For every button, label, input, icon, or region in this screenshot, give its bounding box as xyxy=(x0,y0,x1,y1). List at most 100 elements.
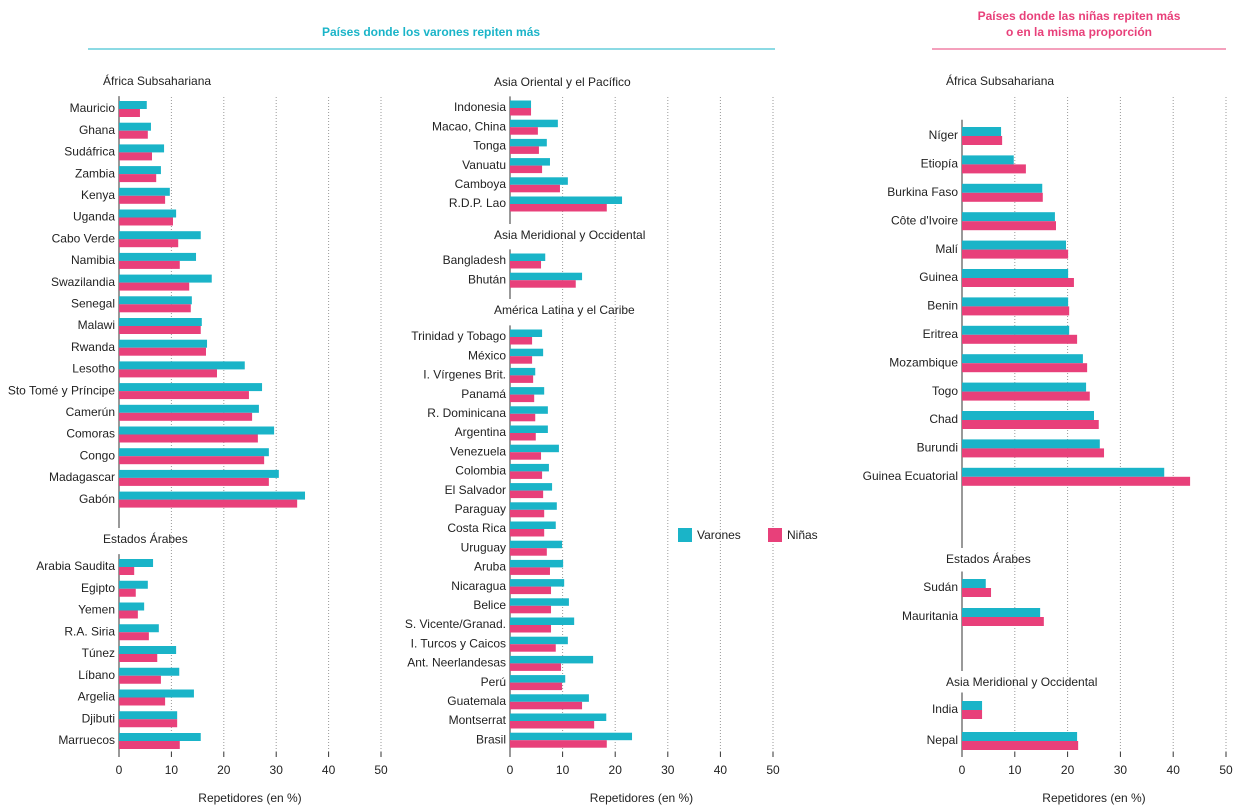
bar xyxy=(510,586,552,595)
bar xyxy=(119,689,194,698)
category-label: Congo xyxy=(80,448,116,462)
bar xyxy=(119,231,201,240)
bar xyxy=(510,529,545,537)
category-label: Namibia xyxy=(71,253,115,267)
category-label: Bhután xyxy=(468,272,506,286)
bar xyxy=(510,701,583,710)
bar xyxy=(510,261,542,269)
legend-swatch xyxy=(678,528,692,542)
bar xyxy=(119,252,197,261)
category-label: Nicaragua xyxy=(451,579,506,593)
bar xyxy=(119,369,217,378)
bar xyxy=(510,444,559,453)
bar xyxy=(119,654,158,662)
bar xyxy=(962,608,1041,617)
x-tick-label: 40 xyxy=(1167,763,1181,777)
x-axis-label: Repetidores (en %) xyxy=(590,791,693,805)
bar xyxy=(510,253,546,261)
group-label: Estados Árabes xyxy=(103,531,188,546)
bar xyxy=(510,682,563,691)
x-tick-label: 20 xyxy=(1061,763,1075,777)
category-label: El Salvador xyxy=(445,483,506,497)
x-tick-label: 20 xyxy=(217,763,231,777)
bar xyxy=(119,646,177,654)
x-tick-label: 40 xyxy=(714,763,728,777)
category-label: Eritrea xyxy=(923,327,959,341)
bar xyxy=(510,605,552,614)
bar xyxy=(119,602,145,611)
bar xyxy=(119,426,275,435)
category-label: Líbano xyxy=(78,668,115,682)
bar xyxy=(119,101,147,109)
bar xyxy=(119,567,135,575)
bar xyxy=(510,158,550,166)
bar xyxy=(510,184,560,193)
category-label: Camerún xyxy=(66,405,115,419)
category-label: Djibuti xyxy=(82,711,115,725)
bar xyxy=(962,617,1044,626)
bar xyxy=(962,741,1079,750)
bar xyxy=(119,383,263,392)
bar xyxy=(510,655,594,664)
bar xyxy=(119,697,166,706)
category-label: Guinea Ecuatorial xyxy=(863,469,958,483)
category-label: México xyxy=(468,348,506,362)
bar xyxy=(510,329,543,337)
category-label: Ant. Neerlandesas xyxy=(407,656,506,670)
bar xyxy=(962,579,986,588)
bar xyxy=(962,212,1055,222)
x-tick-label: 20 xyxy=(609,763,623,777)
category-label: Etiopía xyxy=(921,157,959,171)
group-label: América Latina y el Caribe xyxy=(494,303,635,317)
category-label: Rwanda xyxy=(71,340,115,354)
category-label: Zambia xyxy=(75,166,115,180)
category-label: Lesotho xyxy=(72,362,115,376)
bar xyxy=(510,540,563,549)
bar xyxy=(962,297,1069,307)
legend-label: Niñas xyxy=(787,528,818,542)
bar xyxy=(962,391,1090,401)
header: Países donde los varones repiten más xyxy=(322,25,540,39)
bar xyxy=(119,477,269,486)
bar xyxy=(119,282,190,291)
category-label: Uruguay xyxy=(461,540,506,554)
bar xyxy=(119,274,212,283)
category-label: Sudán xyxy=(923,580,958,594)
legend-label: Varones xyxy=(697,528,741,542)
category-label: Costa Rica xyxy=(447,521,506,535)
bar xyxy=(510,406,548,414)
category-label: Panamá xyxy=(461,387,506,401)
bar xyxy=(510,108,532,116)
bar xyxy=(119,624,159,633)
category-label: Venezuela xyxy=(450,444,506,458)
category-label: Malí xyxy=(935,242,958,256)
x-tick-label: 30 xyxy=(270,763,284,777)
bar xyxy=(510,387,545,395)
bar xyxy=(962,240,1067,250)
bar xyxy=(119,559,154,567)
category-label: Swazilandia xyxy=(51,275,115,289)
category-label: Burundi xyxy=(917,441,958,455)
bar xyxy=(119,326,201,334)
bar xyxy=(962,221,1056,231)
category-label: Perú xyxy=(481,675,506,689)
bar xyxy=(119,667,180,676)
bar xyxy=(962,467,1165,477)
category-label: Burkina Faso xyxy=(887,185,958,199)
bar xyxy=(510,732,633,741)
bar xyxy=(119,318,202,326)
category-label: Indonesia xyxy=(454,100,506,114)
bar xyxy=(119,166,161,175)
category-label: Aruba xyxy=(474,560,506,574)
bar xyxy=(962,183,1043,193)
category-label: Uganda xyxy=(73,210,115,224)
bar xyxy=(510,567,550,575)
bar xyxy=(962,278,1074,287)
bar xyxy=(119,448,269,457)
category-label: Argentina xyxy=(455,425,507,439)
bar xyxy=(119,239,179,248)
category-label: Trinidad y Tobago xyxy=(411,329,506,343)
bar xyxy=(510,636,568,645)
x-tick-label: 30 xyxy=(1114,763,1128,777)
